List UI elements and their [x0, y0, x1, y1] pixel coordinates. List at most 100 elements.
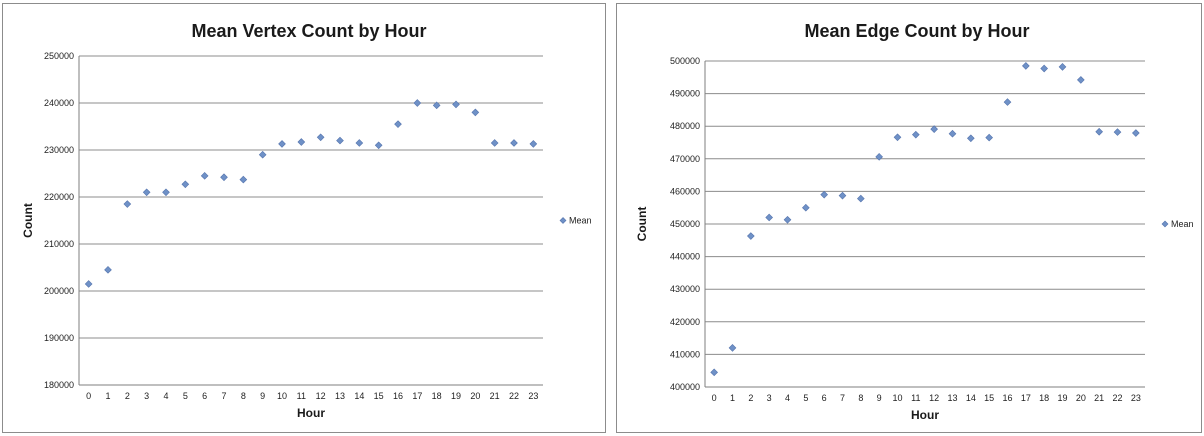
y-tick-label: 230000 — [44, 145, 74, 155]
data-point — [278, 140, 286, 148]
data-point — [84, 280, 93, 288]
y-tick-label: 470000 — [670, 154, 700, 164]
x-tick-label: 19 — [1057, 393, 1067, 403]
x-tick-label: 2 — [125, 391, 130, 401]
data-point — [162, 188, 170, 197]
data-point — [1022, 62, 1030, 70]
x-tick-label: 16 — [393, 391, 403, 401]
vertex-chart-title: Mean Vertex Count by Hour — [191, 21, 426, 41]
data-point — [452, 100, 460, 109]
y-tick-label: 180000 — [44, 380, 74, 390]
x-tick-label: 9 — [877, 393, 882, 403]
data-point — [142, 188, 151, 197]
x-tick-label: 17 — [1021, 393, 1031, 403]
x-tick-label: 13 — [947, 393, 957, 403]
vertex-chart: Mean Vertex Count by Hour180000190000200… — [21, 21, 592, 420]
data-point — [413, 99, 422, 107]
x-tick-label: 10 — [892, 393, 902, 403]
data-point — [529, 140, 538, 148]
x-tick-label: 2 — [748, 393, 753, 403]
y-tick-label: 240000 — [44, 98, 74, 108]
data-point — [239, 175, 248, 184]
x-tick-label: 20 — [1076, 393, 1086, 403]
y-tick-label: 420000 — [670, 317, 700, 327]
x-tick-label: 15 — [374, 391, 384, 401]
x-tick-label: 22 — [509, 391, 519, 401]
x-tick-label: 10 — [277, 391, 287, 401]
y-tick-label: 500000 — [670, 56, 700, 66]
data-point — [875, 153, 883, 161]
edge-chart-panel: Mean Edge Count by Hour 400000 410000 42000… — [616, 3, 1202, 433]
x-tick-label: 21 — [490, 391, 500, 401]
x-tick-label: 18 — [1039, 393, 1049, 403]
x-tick-label: 17 — [412, 391, 422, 401]
x-tick-label: 18 — [432, 391, 442, 401]
data-point — [857, 194, 865, 203]
x-tick-label: 5 — [183, 391, 188, 401]
x-tick-label: 12 — [316, 391, 326, 401]
x-tick-label: 15 — [984, 393, 994, 403]
legend-marker — [1161, 220, 1169, 228]
legend-label: Mean — [1171, 219, 1194, 229]
y-tick-label: 480000 — [670, 121, 700, 131]
x-tick-label: 23 — [528, 391, 538, 401]
data-point — [181, 180, 190, 189]
data-point — [710, 368, 718, 377]
data-point — [490, 139, 499, 147]
data-point — [355, 139, 364, 147]
data-point — [1003, 98, 1012, 106]
data-point — [820, 190, 828, 199]
x-tick-label: 7 — [840, 393, 845, 403]
x-tick-label: 14 — [354, 391, 364, 401]
x-tick-label: 6 — [202, 391, 207, 401]
y-axis-label: Count — [635, 207, 649, 242]
y-tick-label: 190000 — [44, 333, 74, 343]
x-tick-label: 7 — [221, 391, 226, 401]
y-tick-label: 450000 — [670, 219, 700, 229]
y-tick-label: 400000 — [670, 382, 700, 392]
data-point — [1040, 64, 1048, 73]
data-point — [104, 266, 112, 274]
data-point — [838, 191, 847, 200]
data-point — [728, 344, 737, 352]
legend-label: Mean — [569, 216, 592, 226]
vertex-chart-panel: Mean Vertex Count by Hour 180000 190000 200… — [2, 3, 606, 433]
x-tick-label: 22 — [1112, 393, 1122, 403]
x-tick-label: 8 — [241, 391, 246, 401]
data-point — [930, 125, 938, 133]
data-point — [316, 133, 325, 142]
y-tick-label: 490000 — [670, 89, 700, 99]
data-point — [432, 101, 441, 110]
data-point — [1095, 127, 1103, 136]
data-point — [297, 138, 306, 146]
x-tick-label: 1 — [105, 391, 110, 401]
y-axis-label: Count — [21, 203, 35, 238]
data-point — [948, 129, 957, 138]
x-tick-label: 9 — [260, 391, 265, 401]
data-point — [912, 130, 920, 139]
x-tick-label: 19 — [451, 391, 461, 401]
x-tick-label: 3 — [144, 391, 149, 401]
x-tick-label: 23 — [1131, 393, 1141, 403]
data-point — [336, 136, 344, 145]
x-tick-label: 16 — [1002, 393, 1012, 403]
edge-chart-title: Mean Edge Count by Hour — [805, 21, 1030, 41]
data-point — [123, 200, 132, 208]
x-tick-label: 4 — [163, 391, 168, 401]
x-tick-label: 0 — [712, 393, 717, 403]
data-point — [802, 203, 810, 212]
x-tick-label: 12 — [929, 393, 939, 403]
data-point — [1113, 128, 1122, 136]
data-point — [747, 232, 755, 240]
x-tick-label: 3 — [767, 393, 772, 403]
y-tick-label: 220000 — [44, 192, 74, 202]
data-point — [471, 108, 480, 117]
data-point — [394, 120, 402, 128]
edge-chart: Mean Edge Count by Hour 400000 410000 42000… — [635, 21, 1194, 422]
x-tick-label: 13 — [335, 391, 345, 401]
y-tick-label: 460000 — [670, 186, 700, 196]
x-tick-label: 8 — [858, 393, 863, 403]
x-tick-label: 11 — [297, 391, 306, 401]
data-point — [985, 133, 993, 142]
data-point — [1077, 76, 1085, 84]
